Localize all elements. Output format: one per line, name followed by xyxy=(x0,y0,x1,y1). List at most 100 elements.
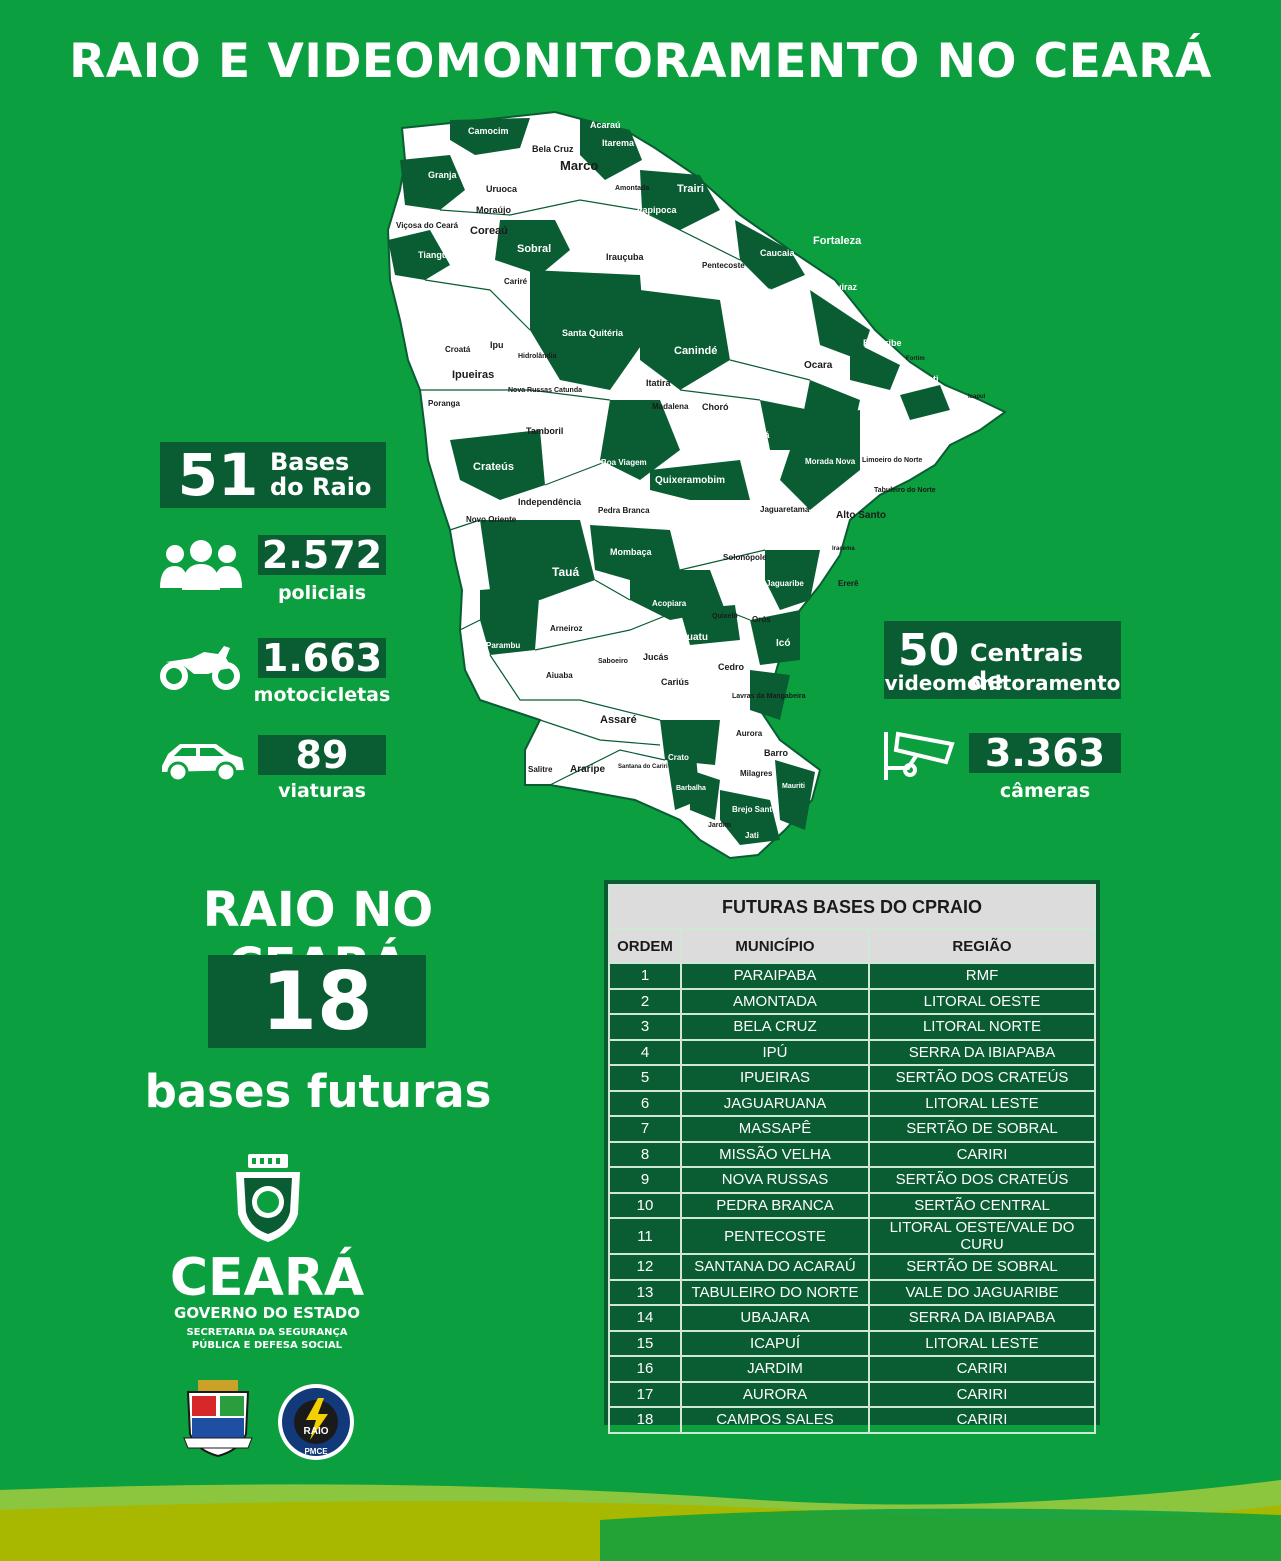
map-label: Croatá xyxy=(445,345,471,354)
raio-badge-subtext: PMCE xyxy=(304,1447,328,1456)
table-row: 14 UBAJARA SERRA DA IBIAPABA xyxy=(608,1304,1096,1332)
ordem-cell: 6 xyxy=(608,1089,682,1117)
bottom-wave xyxy=(0,1480,1281,1561)
ordem-cell: 3 xyxy=(608,1013,682,1041)
ceara-coat-of-arms-icon xyxy=(236,1154,300,1242)
map-label: Ererê xyxy=(838,579,859,588)
map-label: Choró xyxy=(702,402,729,412)
policia-militar-coat-of-arms-icon xyxy=(183,1380,253,1458)
map-label: Maranguape xyxy=(748,286,796,295)
table-body: 1 PARAIPABA RMF 2 AMONTADA LITORAL OESTE 3 BELA… xyxy=(608,962,1096,1434)
map-label: Mombaça xyxy=(610,547,653,557)
map-label: Aurora xyxy=(736,729,763,738)
municipio-cell: IPÚ xyxy=(680,1038,870,1066)
map-label: Beberibe xyxy=(863,338,902,348)
map-label: Jati xyxy=(745,831,759,840)
table-row: 2 AMONTADA LITORAL OESTE xyxy=(608,987,1096,1015)
regiao-cell: SERTÃO DE SOBRAL xyxy=(868,1253,1096,1281)
municipio-cell: IPUEIRAS xyxy=(680,1064,870,1092)
map-label: Ipu xyxy=(490,340,504,350)
map-label: Tianguá xyxy=(418,250,453,260)
map-label: Jaguaribe xyxy=(766,579,804,588)
map-label: Quixeramobim xyxy=(655,475,725,486)
table-row: 10 PEDRA BRANCA SERTÃO CENTRAL xyxy=(608,1191,1096,1219)
table-row: 7 MASSAPÊ SERTÃO DE SOBRAL xyxy=(608,1115,1096,1143)
regiao-cell: LITORAL OESTE/VALE DO CURU xyxy=(868,1217,1096,1255)
municipio-cell: CAMPOS SALES xyxy=(680,1406,870,1434)
table-row: 12 SANTANA DO ACARAÚ SERTÃO DE SOBRAL xyxy=(608,1253,1096,1281)
municipio-cell: MISSÃO VELHA xyxy=(680,1140,870,1168)
raio-subtitle: bases futuras xyxy=(144,1065,492,1118)
map-label: Solonópole xyxy=(723,553,767,562)
regiao-cell: SERTÃO DE SOBRAL xyxy=(868,1115,1096,1143)
map-label: Moraújo xyxy=(476,205,512,215)
regiao-cell: SERRA DA IBIAPABA xyxy=(868,1304,1096,1332)
regiao-cell: VALE DO JAGUARIBE xyxy=(868,1278,1096,1306)
map-label: Bela Cruz xyxy=(532,144,574,154)
ordem-cell: 16 xyxy=(608,1355,682,1383)
map-label: Coreaú xyxy=(470,225,508,237)
map-label: Uruoca xyxy=(486,184,518,194)
table-row: 16 JARDIM CARIRI xyxy=(608,1355,1096,1383)
table-row: 8 MISSÃO VELHA CARIRI xyxy=(608,1140,1096,1168)
cameras-label: câmeras xyxy=(999,780,1091,802)
map-label: Quixadá xyxy=(734,430,771,440)
map-label: Acopiara xyxy=(652,599,687,608)
bases-number: 51 xyxy=(177,441,259,509)
bases-label-line2: do Raio xyxy=(270,473,372,501)
table-row: 9 NOVA RUSSAS SERTÃO DOS CRATEÚS xyxy=(608,1166,1096,1194)
map-label: Várzea Alegre xyxy=(680,709,726,716)
map-label: Viçosa do Ceará xyxy=(396,221,459,230)
ordem-cell: 14 xyxy=(608,1304,682,1332)
centrais-card: 50 Centrais de videomonitoramento xyxy=(884,621,1121,699)
table-title: FUTURAS BASES DO CPRAIO xyxy=(608,884,1096,930)
map-label: Itapipoca xyxy=(637,205,678,215)
map-label: Aracati xyxy=(908,374,939,384)
map-label: Icó xyxy=(776,638,790,649)
map-label: Assaré xyxy=(600,714,637,726)
ordem-cell: 7 xyxy=(608,1115,682,1143)
map-label: Sobral xyxy=(517,243,551,255)
map-label: Trairi xyxy=(677,183,704,195)
bases-card: 51 Bases do Raio xyxy=(160,442,386,508)
regiao-cell: SERTÃO CENTRAL xyxy=(868,1191,1096,1219)
policiais-number: 2.572 xyxy=(258,535,386,575)
map-label: Ocara xyxy=(804,360,833,371)
regiao-cell: SERRA DA IBIAPABA xyxy=(868,1038,1096,1066)
raio-badge-text: RAIO xyxy=(304,1426,329,1437)
map-label: Hidrolândia xyxy=(518,353,557,360)
ordem-cell: 1 xyxy=(608,962,682,990)
regiao-cell: CARIRI xyxy=(868,1380,1096,1408)
motorcycle-icon xyxy=(160,646,240,690)
ordem-cell: 9 xyxy=(608,1166,682,1194)
regiao-cell: CARIRI xyxy=(868,1140,1096,1168)
governo-do-estado: GOVERNO DO ESTADO xyxy=(174,1304,360,1322)
regiao-cell: CARIRI xyxy=(868,1355,1096,1383)
ordem-cell: 2 xyxy=(608,987,682,1015)
map-label: Alto Santo xyxy=(836,510,886,521)
table-row: 13 TABULEIRO DO NORTE VALE DO JAGUARIBE xyxy=(608,1278,1096,1306)
map-label: Orós xyxy=(752,615,771,624)
map-label: Salitre xyxy=(528,765,553,774)
map-label: Camocim xyxy=(468,126,509,136)
ordem-cell: 17 xyxy=(608,1380,682,1408)
map-label: Tabuleiro do Norte xyxy=(874,487,936,494)
map-label: Mauriti xyxy=(782,783,805,790)
map-label: Santana do Cariri xyxy=(618,764,668,770)
map-label: Crateús xyxy=(473,461,514,473)
regiao-cell: LITORAL LESTE xyxy=(868,1329,1096,1357)
centrais-number: 50 xyxy=(898,625,960,676)
ordem-cell: 4 xyxy=(608,1038,682,1066)
viaturas-label: viaturas xyxy=(278,780,366,802)
map-label: Canindé xyxy=(674,345,717,357)
secretaria-line1: SECRETARIA DA SEGURANÇA xyxy=(186,1327,348,1338)
map-label: Barbalha xyxy=(676,785,706,792)
municipio-cell: ICAPUÍ xyxy=(680,1329,870,1357)
map-label: Santa Quitéria xyxy=(562,328,624,338)
ordem-cell: 15 xyxy=(608,1329,682,1357)
municipio-cell: AMONTADA xyxy=(680,987,870,1015)
table-row: 15 ICAPUÍ LITORAL LESTE xyxy=(608,1329,1096,1357)
viaturas-number: 89 xyxy=(258,735,386,775)
map-label: Aiuaba xyxy=(546,671,573,680)
ordem-cell: 5 xyxy=(608,1064,682,1092)
